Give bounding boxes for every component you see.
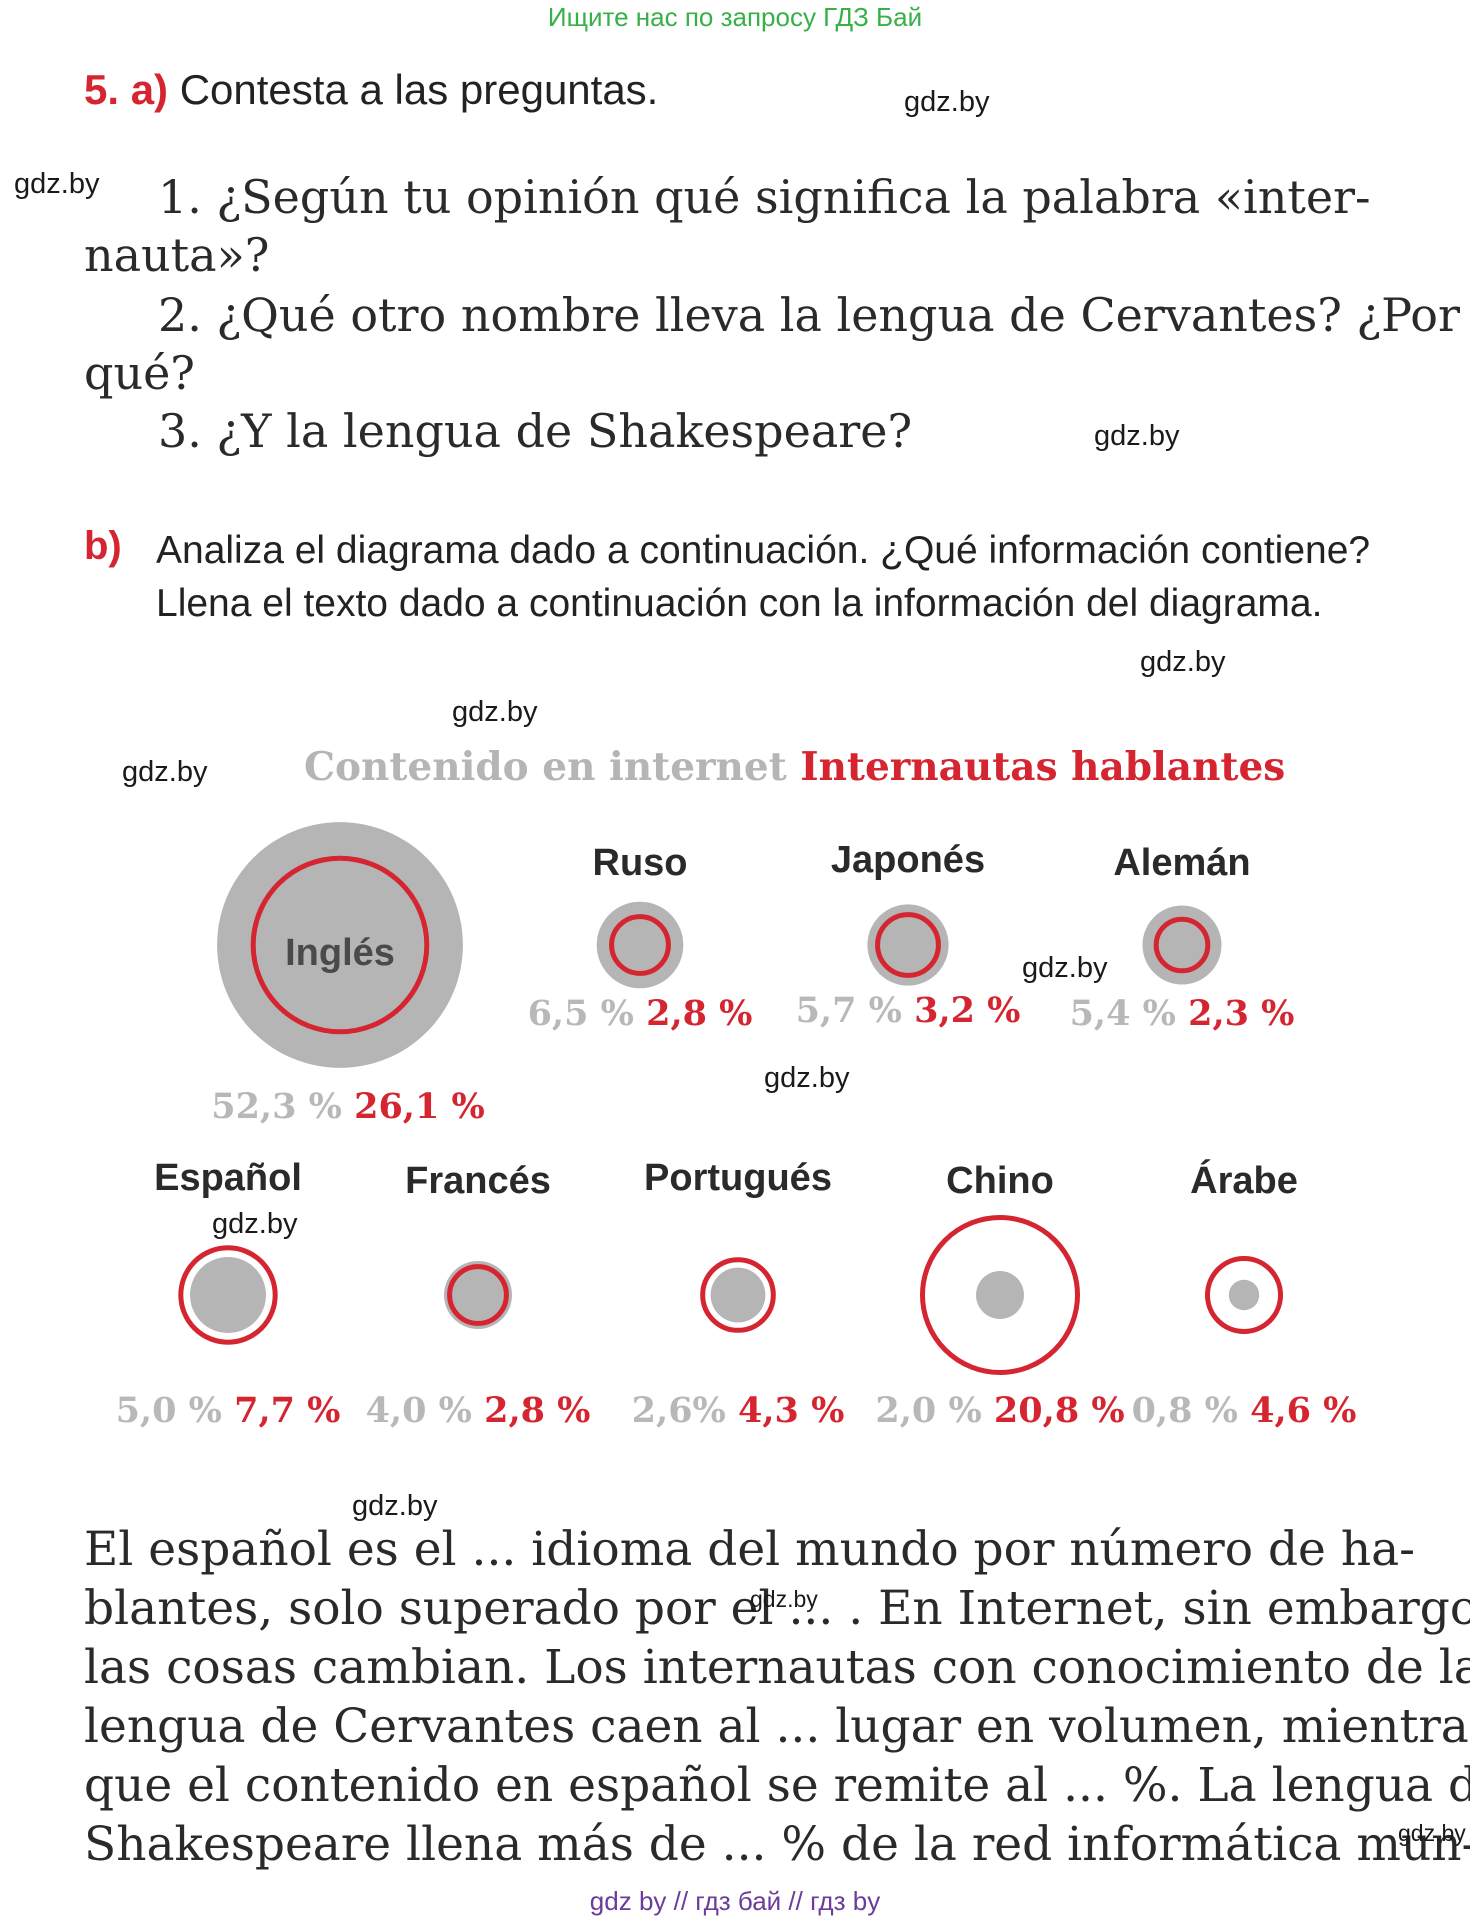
watermark: gdz.by bbox=[122, 756, 208, 788]
bubble-7: Chino 2,0 % 20,8 % bbox=[875, 1160, 1124, 1431]
users-percent: 3,2 % bbox=[914, 990, 1020, 1031]
users-percent: 2,3 % bbox=[1188, 993, 1294, 1034]
users-percent: 7,7 % bbox=[234, 1390, 340, 1431]
language-label: Francés bbox=[405, 1160, 551, 1202]
question-3-line-1: 3. ¿Y la lengua de Shakespeare? bbox=[158, 404, 913, 458]
language-label: Árabe bbox=[1190, 1158, 1298, 1202]
users-percent: 20,8 % bbox=[994, 1390, 1125, 1431]
users-bubble bbox=[1153, 916, 1211, 974]
content-bubble bbox=[444, 1261, 512, 1329]
watermark: gdz.by bbox=[1398, 1820, 1466, 1846]
users-bubble bbox=[1205, 1256, 1283, 1334]
watermark: gdz.by bbox=[1094, 420, 1180, 452]
task-b-label: b) bbox=[84, 524, 122, 568]
watermark: gdz.by bbox=[750, 1586, 818, 1612]
users-percent: 4,6 % bbox=[1250, 1390, 1356, 1431]
language-label: Japonés bbox=[831, 839, 985, 881]
content-percent: 5,0 % bbox=[116, 1390, 235, 1431]
passage-line: que el contenido en español se remite al… bbox=[84, 1758, 1470, 1813]
watermark: gdz.by bbox=[212, 1208, 298, 1240]
bubble-4: Español 5,0 % 7,7 % bbox=[116, 1157, 341, 1431]
bubble-1: Ruso 6,5 % 2,8 % bbox=[528, 842, 753, 1034]
watermark: gdz.by bbox=[1022, 952, 1108, 984]
percent-labels: 2,0 % 20,8 % bbox=[875, 1390, 1124, 1431]
watermark: gdz.by bbox=[352, 1490, 438, 1522]
percent-labels: 5,0 % 7,7 % bbox=[116, 1390, 341, 1431]
percent-labels: 5,7 % 3,2 % bbox=[796, 990, 1021, 1031]
percent-labels: 0,8 % 4,6 % bbox=[1132, 1390, 1357, 1431]
language-label: Alemán bbox=[1113, 842, 1250, 884]
question-1-line-2: nauta»? bbox=[84, 228, 270, 282]
users-percent: 2,8 % bbox=[646, 993, 752, 1034]
users-bubble bbox=[700, 1257, 776, 1333]
percent-labels: 6,5 % 2,8 % bbox=[528, 993, 753, 1034]
percent-labels: 2,6% 4,3 % bbox=[632, 1390, 845, 1431]
bubble-3: Alemán 5,4 % 2,3 % bbox=[1070, 842, 1295, 1034]
users-bubble bbox=[447, 1264, 509, 1326]
question-2-line-2: qué? bbox=[84, 346, 195, 400]
bubble-2: Japonés 5,7 % 3,2 % bbox=[796, 839, 1021, 1031]
users-bubble bbox=[875, 912, 941, 978]
passage: El español es el ... idioma del mundo po… bbox=[84, 1520, 1470, 1874]
content-percent: 0,8 % bbox=[1132, 1390, 1251, 1431]
chart-title: Contenido en internet Internautas hablan… bbox=[304, 744, 1285, 790]
language-label: Ruso bbox=[593, 842, 688, 884]
users-percent: 2,8 % bbox=[484, 1390, 590, 1431]
watermark: gdz.by bbox=[452, 696, 538, 728]
passage-line: El español es el ... idioma del mundo po… bbox=[84, 1522, 1415, 1577]
bubble-0: Inglés 52,3 % 26,1 % bbox=[211, 822, 485, 1127]
content-percent: 2,0 % bbox=[875, 1390, 994, 1431]
users-bubble bbox=[609, 914, 671, 976]
content-percent: 52,3 % bbox=[211, 1086, 354, 1127]
task-b-text: Analiza el diagrama dado a continuación.… bbox=[156, 529, 1371, 625]
content-bubble bbox=[976, 1271, 1024, 1319]
task-a-heading: 5. a) Contesta a las preguntas. bbox=[84, 66, 658, 114]
passage-line: las cosas cambian. Los internautas con c… bbox=[84, 1640, 1470, 1695]
content-percent: 4,0 % bbox=[366, 1390, 485, 1431]
footer: gdz by // гдз бай // гдз by bbox=[589, 1886, 881, 1916]
question-1-line-1: 1. ¿Según tu opinión qué significa la pa… bbox=[158, 170, 1371, 224]
passage-line: lengua de Cervantes caen al ... lugar en… bbox=[84, 1699, 1470, 1754]
content-percent: 5,4 % bbox=[1070, 993, 1189, 1034]
question-2-line-1: 2. ¿Qué otro nombre lleva la lengua de C… bbox=[158, 288, 1460, 342]
language-label: Español bbox=[154, 1157, 302, 1199]
language-label: Portugués bbox=[644, 1157, 832, 1199]
users-percent: 4,3 % bbox=[738, 1390, 844, 1431]
language-label: Inglés bbox=[285, 932, 395, 974]
users-bubble bbox=[250, 855, 430, 1035]
content-percent: 6,5 % bbox=[528, 993, 647, 1034]
language-label: Chino bbox=[946, 1160, 1054, 1202]
content-percent: 2,6% bbox=[632, 1390, 738, 1431]
users-bubble bbox=[920, 1215, 1080, 1375]
percent-labels: 52,3 % 26,1 % bbox=[211, 1086, 485, 1127]
users-percent: 26,1 % bbox=[354, 1086, 485, 1127]
passage-line: blantes, solo superado por el ... . En I… bbox=[84, 1581, 1470, 1636]
header-banner: Ищите нас по запросу ГДЗ Бай bbox=[547, 2, 923, 32]
task-a-text: Contesta a las preguntas. bbox=[179, 66, 659, 113]
watermark: gdz.by bbox=[764, 1062, 850, 1094]
content-percent: 5,7 % bbox=[796, 990, 915, 1031]
task-a-number: 5. a) bbox=[84, 66, 169, 113]
percent-labels: 5,4 % 2,3 % bbox=[1070, 993, 1295, 1034]
content-bubble bbox=[710, 1267, 766, 1323]
watermark: gdz.by bbox=[904, 86, 990, 118]
watermark: gdz.by bbox=[14, 168, 100, 200]
content-bubble bbox=[190, 1257, 266, 1333]
bubble-8: Árabe 0,8 % 4,6 % bbox=[1132, 1158, 1357, 1431]
content-bubble bbox=[1228, 1279, 1260, 1311]
bubble-6: Portugués 2,6% 4,3 % bbox=[632, 1157, 845, 1431]
users-bubble bbox=[178, 1245, 278, 1345]
percent-labels: 4,0 % 2,8 % bbox=[366, 1390, 591, 1431]
chart-title-users: Internautas hablantes bbox=[800, 744, 1286, 790]
bubble-5: Francés 4,0 % 2,8 % bbox=[366, 1160, 591, 1431]
passage-line: Shakespeare llena más de ... % de la red… bbox=[84, 1817, 1470, 1872]
chart-title-content: Contenido en internet bbox=[304, 744, 787, 790]
watermark: gdz.by bbox=[1140, 646, 1226, 678]
